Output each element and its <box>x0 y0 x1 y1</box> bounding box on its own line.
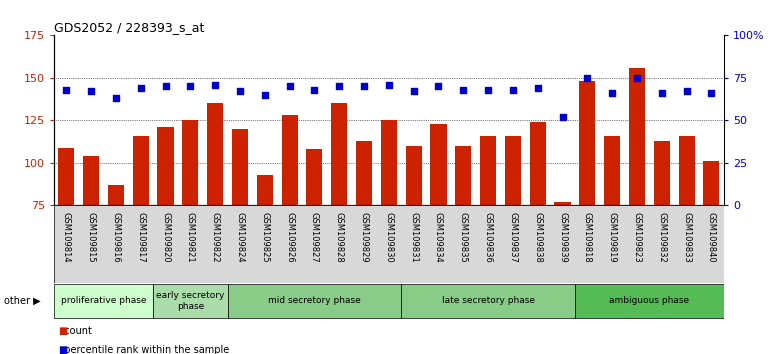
Point <box>581 75 594 81</box>
Text: GSM109833: GSM109833 <box>682 212 691 262</box>
Point <box>557 114 569 120</box>
Point <box>308 87 320 93</box>
Text: GSM109839: GSM109839 <box>558 212 567 262</box>
Bar <box>505 136 521 205</box>
Text: GSM109826: GSM109826 <box>285 212 294 262</box>
Bar <box>575 284 724 318</box>
Bar <box>406 146 422 205</box>
Point <box>531 85 544 91</box>
Text: GSM109825: GSM109825 <box>260 212 269 262</box>
Bar <box>232 129 248 205</box>
Text: GSM109836: GSM109836 <box>484 212 493 262</box>
Text: GSM109821: GSM109821 <box>186 212 195 262</box>
Text: GSM109827: GSM109827 <box>310 212 319 262</box>
Bar <box>228 284 401 318</box>
Point <box>407 88 420 94</box>
Point <box>631 75 643 81</box>
Text: GSM109840: GSM109840 <box>707 212 716 262</box>
Bar <box>256 175 273 205</box>
Bar <box>579 81 595 205</box>
Point <box>159 84 172 89</box>
Bar <box>480 136 496 205</box>
Point <box>606 90 618 96</box>
Text: GSM109816: GSM109816 <box>112 212 120 262</box>
Text: GSM109828: GSM109828 <box>335 212 343 262</box>
Point <box>705 90 718 96</box>
Bar <box>401 284 575 318</box>
Text: proliferative phase: proliferative phase <box>61 296 146 306</box>
Text: GSM109823: GSM109823 <box>632 212 641 262</box>
Text: GSM109831: GSM109831 <box>409 212 418 262</box>
Bar <box>207 103 223 205</box>
Bar <box>331 103 347 205</box>
Bar <box>108 185 124 205</box>
Point <box>259 92 271 98</box>
Bar <box>306 149 323 205</box>
Point <box>507 87 519 93</box>
Point <box>655 90 668 96</box>
Bar <box>158 127 173 205</box>
Text: early secretory
phase: early secretory phase <box>156 291 225 310</box>
Point <box>135 85 147 91</box>
Bar <box>54 284 153 318</box>
Point <box>432 84 444 89</box>
Text: GSM109818: GSM109818 <box>583 212 592 262</box>
Bar <box>629 68 645 205</box>
Bar <box>654 141 670 205</box>
Point <box>333 84 346 89</box>
Point <box>209 82 221 87</box>
Bar <box>59 148 75 205</box>
Text: GSM109817: GSM109817 <box>136 212 146 262</box>
Text: other ▶: other ▶ <box>4 296 41 306</box>
Text: GSM109832: GSM109832 <box>658 212 666 262</box>
Text: GSM109837: GSM109837 <box>508 212 517 262</box>
Bar <box>554 202 571 205</box>
Text: GSM109830: GSM109830 <box>384 212 393 262</box>
Bar <box>282 115 298 205</box>
Text: GSM109820: GSM109820 <box>161 212 170 262</box>
Text: GSM109838: GSM109838 <box>533 212 542 262</box>
Point <box>358 84 370 89</box>
Point <box>482 87 494 93</box>
Bar <box>703 161 719 205</box>
Text: GSM109814: GSM109814 <box>62 212 71 262</box>
Text: ■: ■ <box>58 326 67 336</box>
Point <box>681 88 693 94</box>
Point <box>234 88 246 94</box>
Bar <box>604 136 620 205</box>
Point <box>457 87 470 93</box>
Bar <box>381 120 397 205</box>
Text: GSM109822: GSM109822 <box>211 212 219 262</box>
Point <box>60 87 72 93</box>
Text: ■: ■ <box>58 345 67 354</box>
Bar <box>356 141 372 205</box>
Text: GSM109829: GSM109829 <box>360 212 369 262</box>
Bar <box>678 136 695 205</box>
Text: GSM109834: GSM109834 <box>434 212 443 262</box>
Bar <box>530 122 546 205</box>
Bar <box>153 284 228 318</box>
Text: count: count <box>58 326 92 336</box>
Point <box>110 96 122 101</box>
Point <box>85 88 97 94</box>
Text: GSM109815: GSM109815 <box>86 212 95 262</box>
Bar <box>430 124 447 205</box>
Bar <box>182 120 199 205</box>
Text: GSM109824: GSM109824 <box>236 212 245 262</box>
Bar <box>455 146 471 205</box>
Point <box>383 82 395 87</box>
Text: GSM109819: GSM109819 <box>608 212 617 262</box>
Point <box>184 84 196 89</box>
Text: ambiguous phase: ambiguous phase <box>609 296 689 306</box>
Text: GDS2052 / 228393_s_at: GDS2052 / 228393_s_at <box>54 21 204 34</box>
Text: mid secretory phase: mid secretory phase <box>268 296 361 306</box>
Bar <box>132 136 149 205</box>
Point <box>283 84 296 89</box>
Text: GSM109835: GSM109835 <box>459 212 468 262</box>
Bar <box>83 156 99 205</box>
Text: percentile rank within the sample: percentile rank within the sample <box>58 345 229 354</box>
Text: late secretory phase: late secretory phase <box>441 296 534 306</box>
